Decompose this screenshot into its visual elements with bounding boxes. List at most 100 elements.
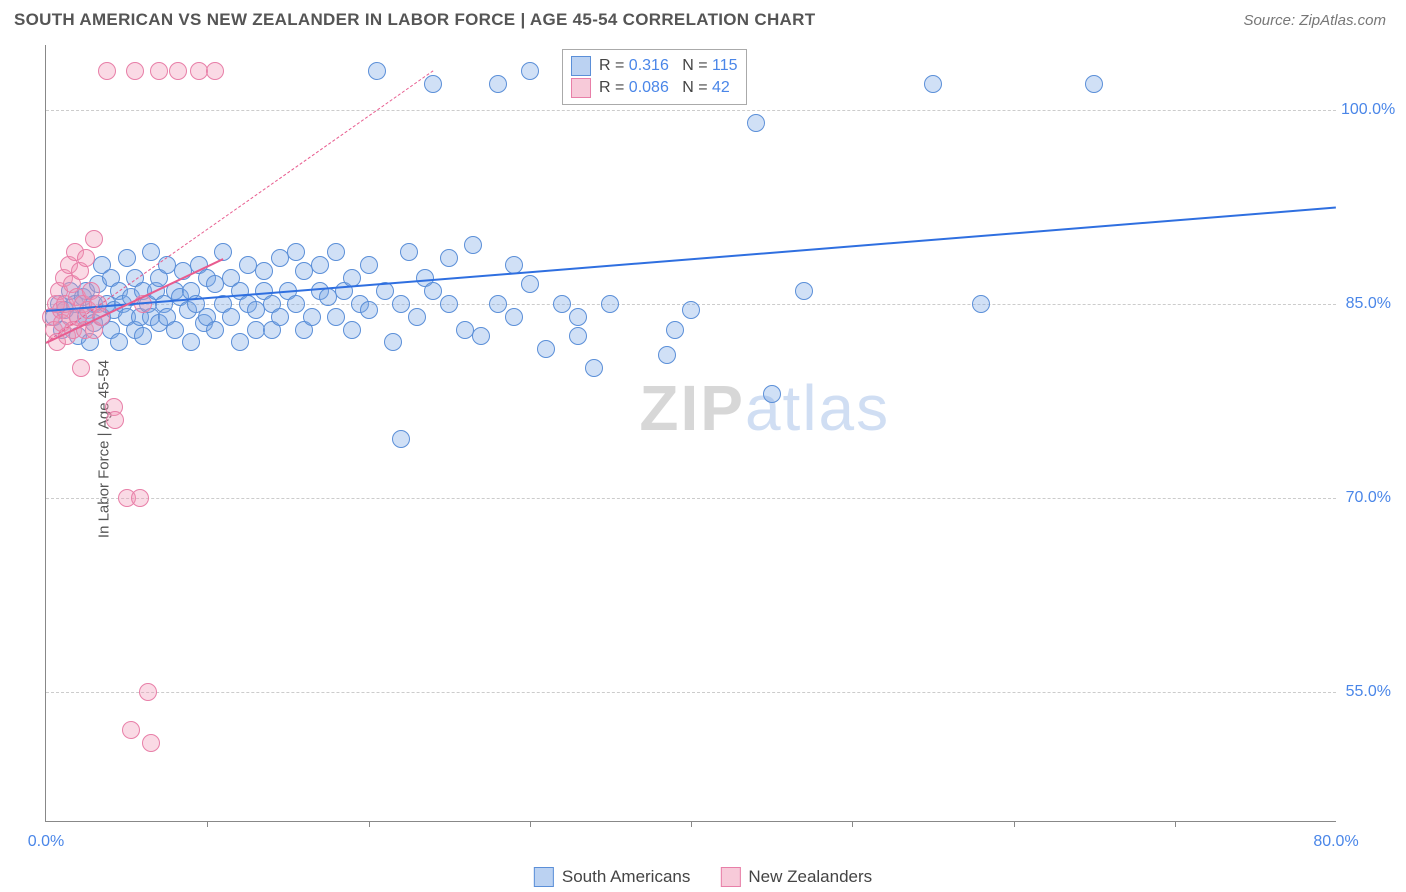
data-point <box>763 385 781 403</box>
data-point <box>110 333 128 351</box>
stats-text: R = 0.086 N = 42 <box>599 79 730 97</box>
gridline-h <box>46 498 1336 499</box>
data-point <box>360 256 378 274</box>
data-point <box>131 489 149 507</box>
data-point <box>400 243 418 261</box>
data-point <box>505 308 523 326</box>
x-tick-mark <box>852 821 853 827</box>
data-point <box>303 308 321 326</box>
data-point <box>222 308 240 326</box>
data-point <box>658 346 676 364</box>
gridline-h <box>46 110 1336 111</box>
data-point <box>360 301 378 319</box>
data-point <box>182 333 200 351</box>
x-tick-mark <box>369 821 370 827</box>
y-tick-label: 85.0% <box>1341 295 1391 313</box>
data-point <box>601 295 619 313</box>
data-point <box>206 321 224 339</box>
stats-text: R = 0.316 N = 115 <box>599 57 738 75</box>
watermark: ZIPatlas <box>639 371 890 445</box>
data-point <box>553 295 571 313</box>
data-point <box>118 249 136 267</box>
data-point <box>392 295 410 313</box>
data-point <box>408 308 426 326</box>
data-point <box>72 359 90 377</box>
data-point <box>255 262 273 280</box>
data-point <box>666 321 684 339</box>
data-point <box>139 683 157 701</box>
data-point <box>311 256 329 274</box>
legend-item: South Americans <box>534 867 691 887</box>
legend-swatch <box>534 867 554 887</box>
legend-swatch <box>571 56 591 76</box>
stats-row: R = 0.316 N = 115 <box>571 56 738 76</box>
bottom-legend: South Americans New Zealanders <box>534 867 872 887</box>
data-point <box>972 295 990 313</box>
y-tick-label: 100.0% <box>1341 101 1391 119</box>
data-point <box>440 249 458 267</box>
data-point <box>343 321 361 339</box>
data-point <box>440 295 458 313</box>
data-point <box>169 62 187 80</box>
data-point <box>424 75 442 93</box>
data-point <box>142 243 160 261</box>
data-point <box>472 327 490 345</box>
data-point <box>206 62 224 80</box>
data-point <box>521 275 539 293</box>
legend-item: New Zealanders <box>720 867 872 887</box>
data-point <box>924 75 942 93</box>
data-point <box>134 327 152 345</box>
data-point <box>122 721 140 739</box>
data-point <box>521 62 539 80</box>
data-point <box>1085 75 1103 93</box>
legend-label: South Americans <box>562 867 691 887</box>
legend-swatch <box>720 867 740 887</box>
data-point <box>142 734 160 752</box>
data-point <box>569 308 587 326</box>
data-point <box>166 321 184 339</box>
data-point <box>271 308 289 326</box>
x-tick-mark <box>691 821 692 827</box>
y-tick-label: 55.0% <box>1341 683 1391 701</box>
data-point <box>489 295 507 313</box>
stats-row: R = 0.086 N = 42 <box>571 78 738 98</box>
data-point <box>231 333 249 351</box>
data-point <box>424 282 442 300</box>
data-point <box>384 333 402 351</box>
x-tick-mark <box>530 821 531 827</box>
legend-swatch <box>571 78 591 98</box>
data-point <box>585 359 603 377</box>
x-tick-mark <box>207 821 208 827</box>
data-point <box>489 75 507 93</box>
data-point <box>106 411 124 429</box>
stats-legend: R = 0.316 N = 115 R = 0.086 N = 42 <box>562 49 747 105</box>
chart-container: In Labor Force | Age 45-54 ZIPatlas 55.0… <box>45 45 1396 852</box>
y-tick-label: 70.0% <box>1341 489 1391 507</box>
data-point <box>747 114 765 132</box>
x-tick-label: 80.0% <box>1313 833 1358 851</box>
data-point <box>85 230 103 248</box>
data-point <box>126 62 144 80</box>
data-point <box>98 62 116 80</box>
chart-title: SOUTH AMERICAN VS NEW ZEALANDER IN LABOR… <box>14 10 815 30</box>
data-point <box>682 301 700 319</box>
data-point <box>327 243 345 261</box>
x-tick-label: 0.0% <box>28 833 64 851</box>
data-point <box>150 62 168 80</box>
data-point <box>392 430 410 448</box>
plot-area: ZIPatlas 55.0%70.0%85.0%100.0%0.0%80.0%R… <box>45 45 1336 822</box>
x-tick-mark <box>1014 821 1015 827</box>
legend-label: New Zealanders <box>748 867 872 887</box>
data-point <box>368 62 386 80</box>
data-point <box>287 295 305 313</box>
gridline-h <box>46 692 1336 693</box>
data-point <box>77 249 95 267</box>
data-point <box>327 308 345 326</box>
data-point <box>537 340 555 358</box>
x-tick-mark <box>1175 821 1176 827</box>
source-label: Source: ZipAtlas.com <box>1243 12 1386 29</box>
data-point <box>464 236 482 254</box>
data-point <box>287 243 305 261</box>
data-point <box>569 327 587 345</box>
data-point <box>795 282 813 300</box>
